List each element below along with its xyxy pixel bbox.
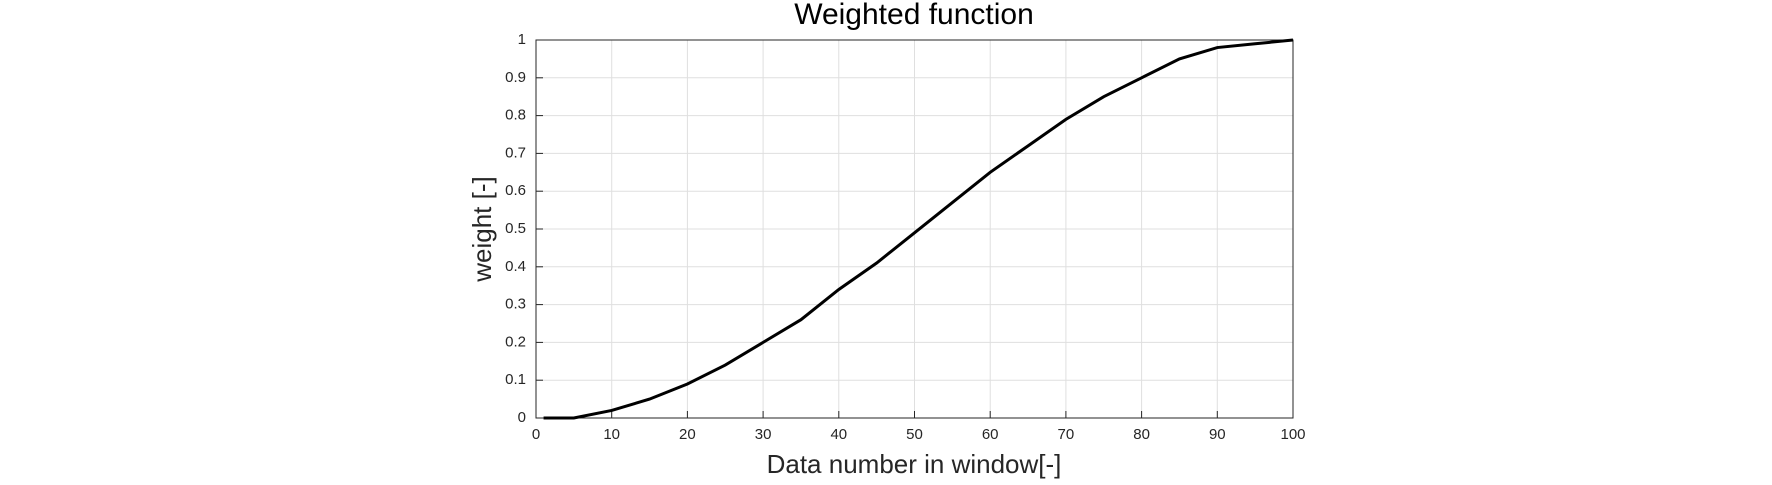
y-tick-label: 0.4 bbox=[505, 258, 526, 275]
y-tick-label: 0.7 bbox=[505, 144, 526, 161]
x-tick-label: 60 bbox=[982, 426, 999, 443]
x-axis-label: Data number in window[-] bbox=[767, 449, 1062, 479]
x-tick-label: 90 bbox=[1209, 426, 1226, 443]
x-tick-label: 10 bbox=[603, 426, 620, 443]
y-tick-label: 0.6 bbox=[505, 182, 526, 199]
y-tick-label: 0 bbox=[518, 409, 526, 426]
x-tick-label: 40 bbox=[830, 426, 847, 443]
y-tick-label: 0.9 bbox=[505, 69, 526, 86]
y-tick-label: 0.8 bbox=[505, 107, 526, 124]
plot-frame bbox=[535, 39, 1294, 419]
x-tick-label: 0 bbox=[532, 426, 540, 443]
y-tick-label: 0.2 bbox=[505, 333, 526, 350]
y-tick-label: 1 bbox=[518, 31, 526, 48]
chart-title: Weighted function bbox=[794, 0, 1034, 31]
x-tick-label: 30 bbox=[755, 426, 772, 443]
x-tick-label: 80 bbox=[1133, 426, 1150, 443]
x-tick-label: 20 bbox=[679, 426, 696, 443]
y-tick-label: 0.3 bbox=[505, 296, 526, 313]
x-tick-label: 100 bbox=[1280, 426, 1305, 443]
y-tick-label: 0.1 bbox=[505, 371, 526, 388]
x-tick-label: 70 bbox=[1058, 426, 1075, 443]
x-tick-label: 50 bbox=[906, 426, 923, 443]
y-tick-label: 0.5 bbox=[505, 220, 526, 237]
line-series bbox=[543, 38, 1294, 420]
y-axis-label: weight [-] bbox=[467, 176, 497, 283]
